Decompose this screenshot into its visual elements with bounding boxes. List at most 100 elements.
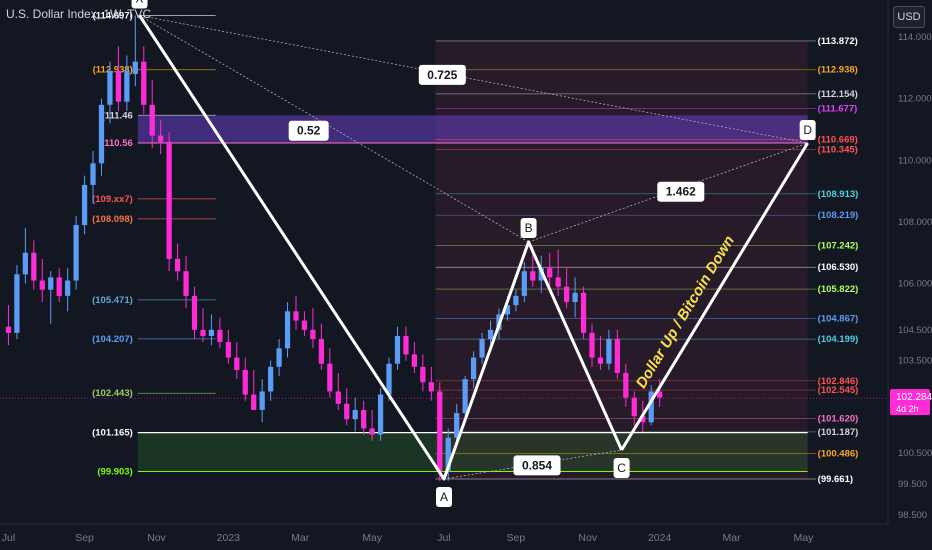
left-fib-label: (102.443): [92, 388, 133, 399]
time-axis: Jul Sep Nov 2023 Mar May Jul Sep Nov 2024 Mar May: [2, 532, 814, 544]
candle-body: [597, 357, 604, 364]
candle-body: [420, 366, 426, 383]
time-tick-label: 2023: [217, 532, 241, 544]
price-tick-label: 112.000: [898, 94, 932, 105]
time-tick-label: Jul: [437, 532, 450, 544]
right-fib-label: (102.846): [818, 376, 859, 387]
candle-body: [530, 271, 536, 281]
candle-body: [369, 428, 375, 435]
candle-body: [504, 305, 511, 315]
current-price-label: 102.284: [896, 392, 932, 403]
xd-dotted-line: [139, 15, 808, 144]
candle-body: [589, 332, 595, 358]
time-tick-label: 2024: [648, 532, 672, 544]
right-fib-label: (110.669): [818, 135, 858, 146]
candle-body: [98, 104, 105, 164]
candle-body: [5, 326, 12, 333]
candle-body: [344, 403, 350, 420]
candle-body: [454, 413, 460, 438]
candle-body: [22, 252, 28, 275]
candle-body: [580, 292, 587, 333]
time-tick-label: Nov: [147, 532, 166, 544]
pattern-points: X A B C D: [131, 0, 816, 507]
price-tick-label: 106.000: [898, 279, 932, 290]
ratio-label: 0.725: [427, 68, 457, 82]
right-fib-label: (110.345): [818, 145, 858, 156]
price-countdown-label: 4d 2h: [896, 404, 919, 414]
ratio-label: 0.854: [522, 458, 552, 472]
candle-body: [386, 363, 392, 395]
candle-body: [377, 394, 384, 435]
right-fib-label: (105.822): [818, 284, 859, 295]
candle-body: [352, 409, 358, 420]
candle-body: [648, 391, 654, 423]
right-fib-label: (107.242): [818, 240, 859, 251]
time-tick-label: Mar: [722, 532, 741, 544]
current-price-box: [890, 389, 930, 416]
left-fib-label: (108.098): [92, 214, 133, 225]
left-fib-label: (99.903): [97, 467, 132, 478]
candle-body: [394, 335, 401, 364]
left-fib-label: (104.207): [92, 334, 133, 345]
candle-body: [327, 363, 333, 392]
xabcd-pattern-legs: [138, 14, 623, 481]
candle-body: [132, 61, 138, 74]
candle-body: [31, 252, 37, 281]
candle-body: [115, 70, 122, 102]
left-fib-label: (111.46: [102, 110, 133, 121]
candle-body: [208, 329, 215, 336]
right-fib-label: (106.530): [818, 262, 859, 273]
candle-body: [572, 292, 578, 303]
support-zone-green: [137, 432, 808, 472]
price-tick-label: 110.000: [898, 155, 932, 166]
left-fib-label: (112.938): [93, 65, 133, 76]
pattern-point-label: B: [525, 221, 533, 235]
candle-body: [276, 348, 282, 367]
candle-body: [411, 354, 418, 367]
candle-body: [445, 437, 451, 472]
candle-body: [301, 320, 308, 330]
left-fib-label: (109.xx7): [92, 194, 133, 205]
candle-body: [56, 277, 62, 296]
candle-body: [90, 163, 96, 185]
candle-body: [268, 366, 274, 392]
candle-body: [564, 286, 570, 303]
right-fib-label: (99.661): [818, 474, 853, 485]
candle-body: [547, 268, 553, 278]
currency-button[interactable]: USD: [893, 6, 925, 28]
candle-body: [191, 295, 198, 330]
candle-body: [225, 342, 231, 358]
candle-body: [107, 70, 113, 105]
pattern-point-label: C: [617, 461, 626, 475]
candle-body: [335, 391, 341, 404]
candle-body: [521, 271, 527, 296]
candle-body: [640, 416, 646, 423]
time-tick-label: May: [362, 532, 383, 544]
candle-body: [606, 339, 612, 364]
candle-body: [242, 369, 248, 395]
candle-body: [217, 329, 223, 343]
price-axis: 114.000 112.000 110.000 108.000 106.000 104.5…: [898, 32, 932, 521]
chart-title: U.S. Dollar Index, 1W, TVC: [6, 7, 152, 21]
candle-body: [538, 268, 544, 281]
right-fib-label: (101.620): [818, 414, 859, 425]
price-tick-label: 99.500: [898, 479, 927, 490]
right-fib-label: (108.913): [818, 189, 859, 200]
candle-body: [623, 372, 629, 398]
left-fib-label: (114.697): [93, 11, 133, 22]
candle-body: [428, 382, 434, 392]
right-fib-label: (111.677): [818, 104, 858, 115]
candle-body: [487, 329, 494, 340]
fib-retracement-zone: [435, 40, 808, 479]
pattern-point-label: D: [803, 123, 812, 137]
candle-body: [293, 311, 299, 321]
pattern-point-box: [799, 120, 816, 141]
time-tick-label: Nov: [578, 532, 597, 544]
candle-body: [158, 135, 164, 142]
candle-body: [14, 274, 20, 333]
prz-zone-purple: [137, 115, 808, 144]
pattern-point-box: [436, 486, 452, 507]
candle-body: [403, 335, 409, 355]
